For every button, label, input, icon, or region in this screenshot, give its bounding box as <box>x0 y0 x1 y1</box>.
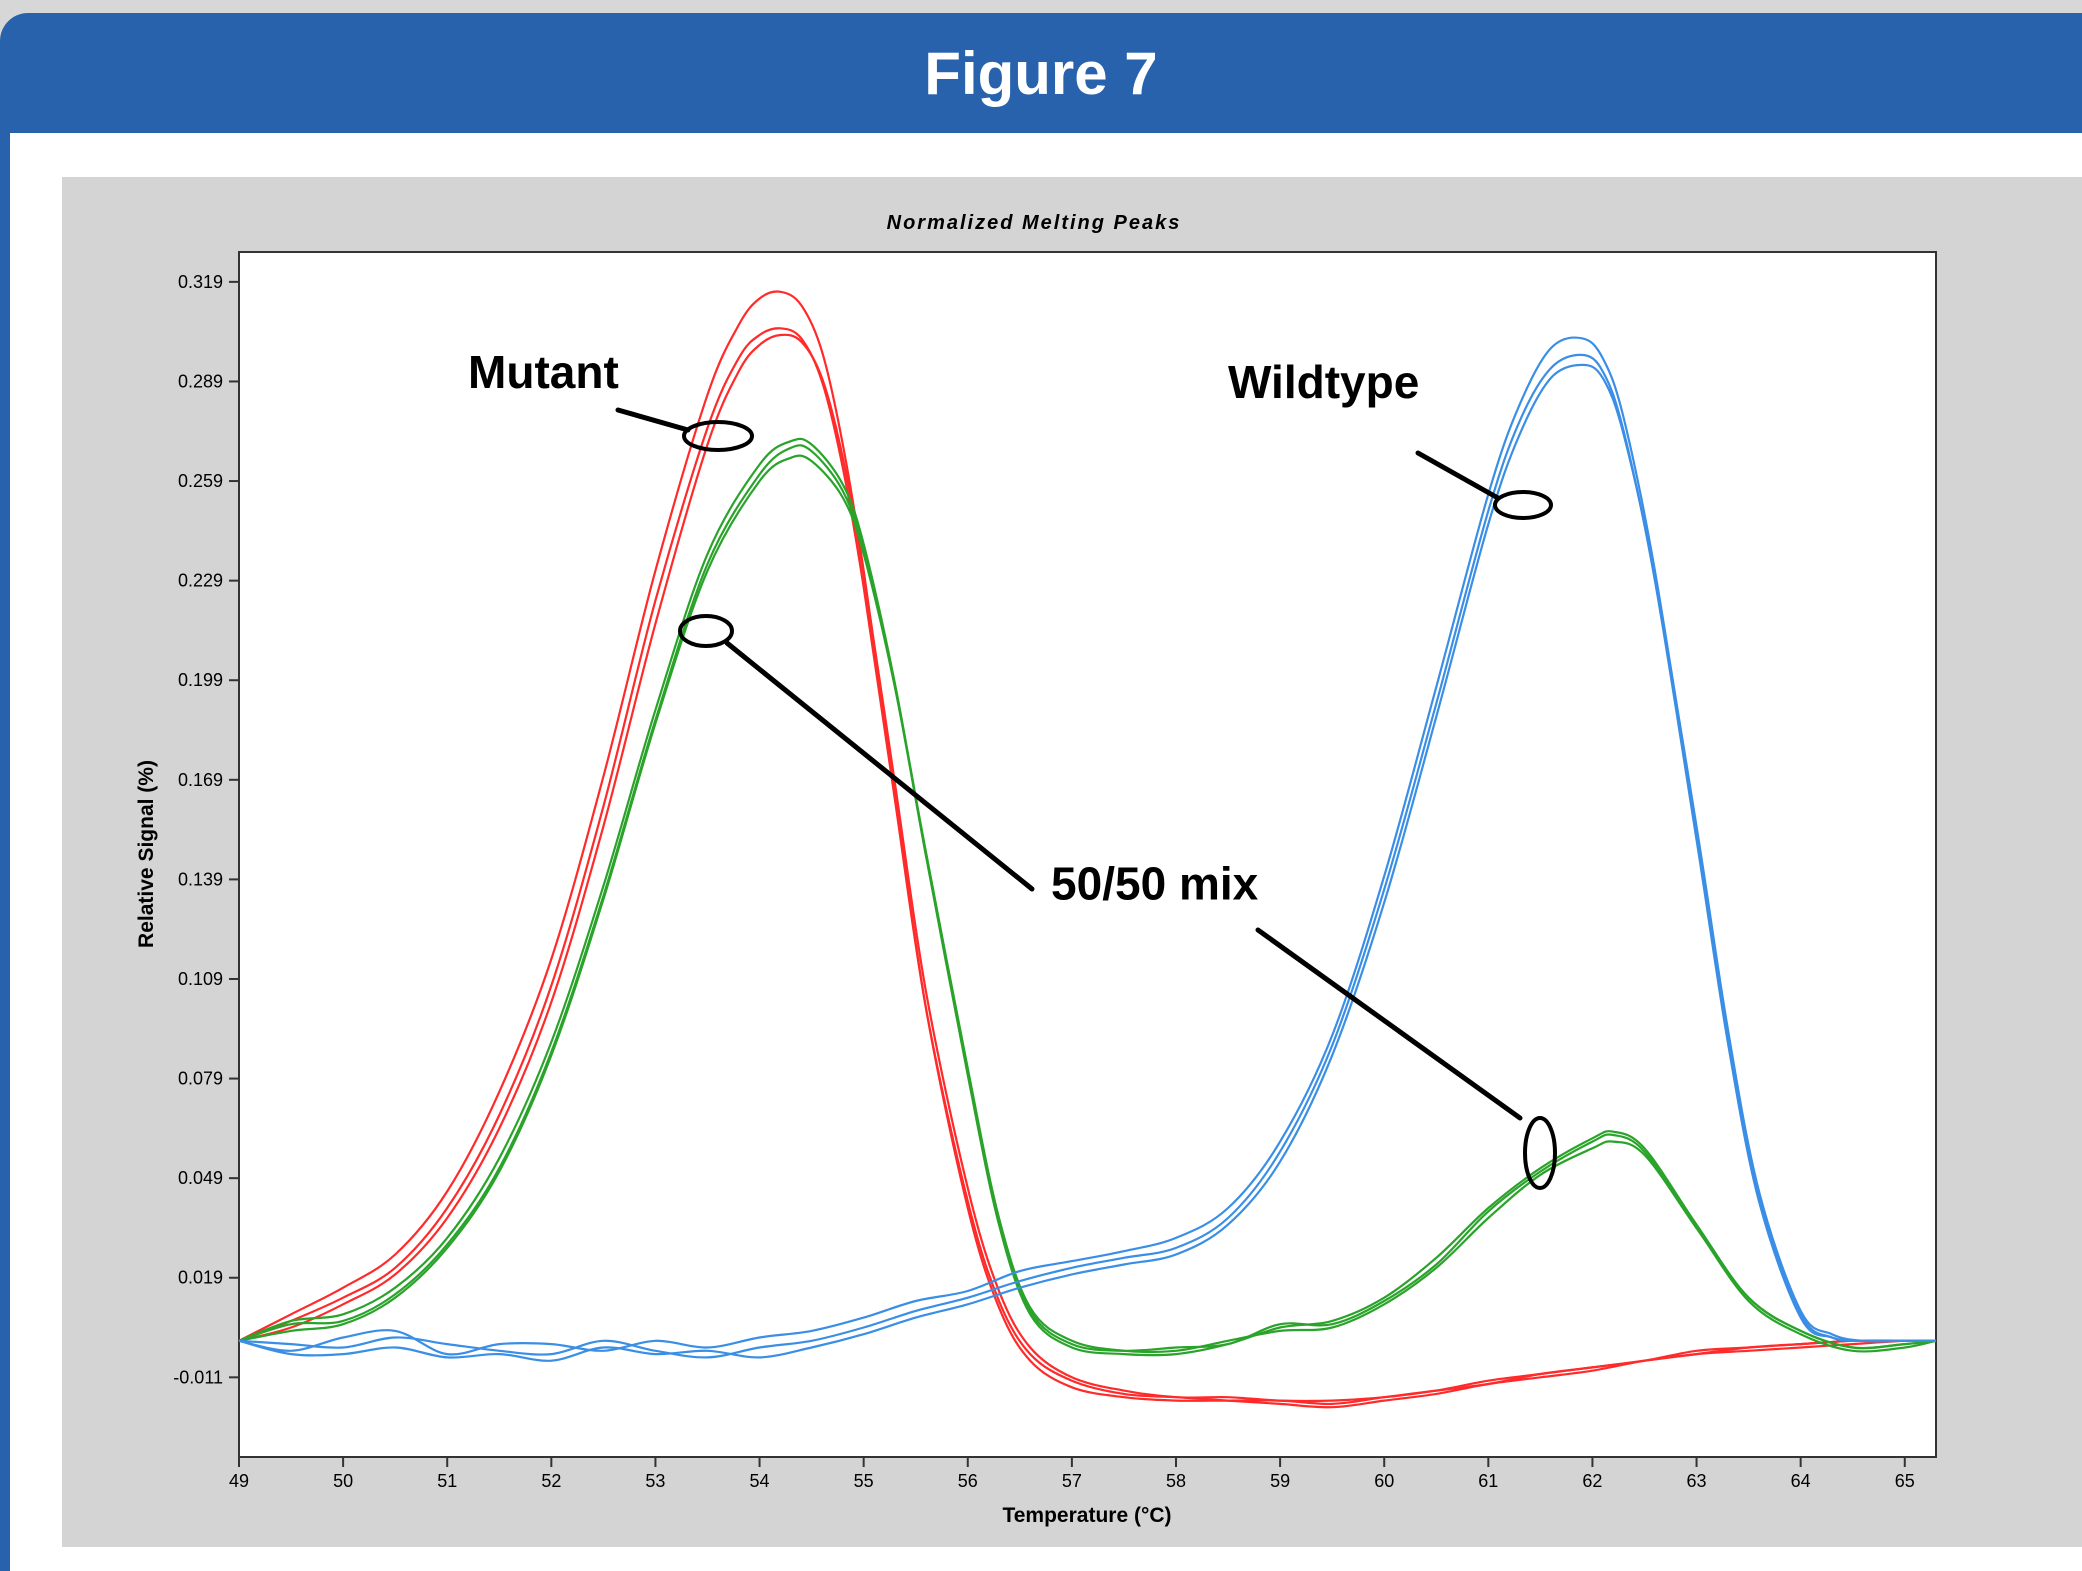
axis-ticks: 49 50 51 52 53 54 55 56 57 58 59 60 61 62 63 64 65 0.319 0… <box>173 272 1914 1491</box>
y-tick-label: 0.229 <box>178 571 223 591</box>
mix-pointer-left <box>724 640 1035 892</box>
y-tick-label: 0.019 <box>178 1268 223 1288</box>
x-tick-label: 56 <box>958 1471 978 1491</box>
x-tick-label: 50 <box>333 1471 353 1491</box>
plot-area <box>238 251 1937 1458</box>
x-tick-label: 58 <box>1166 1471 1186 1491</box>
x-tick-label: 61 <box>1478 1471 1498 1491</box>
x-tick-label: 59 <box>1270 1471 1290 1491</box>
x-tick-label: 55 <box>854 1471 874 1491</box>
x-tick-label: 60 <box>1374 1471 1394 1491</box>
annotation-wildtype: Wildtype <box>1228 356 1419 408</box>
y-tick-label: 0.199 <box>178 670 223 690</box>
y-tick-label: 0.109 <box>178 969 223 989</box>
y-tick-label: 0.139 <box>178 869 223 889</box>
wildtype-ellipse <box>1493 490 1553 520</box>
series-line-1 <box>238 327 1937 1409</box>
mutant-ellipse <box>682 420 754 452</box>
series-layer <box>238 290 1937 1409</box>
x-tick-label: 53 <box>645 1471 665 1491</box>
annotation-layer: Mutant Wildtype 50/50 mix <box>468 346 1557 1190</box>
x-tick-label: 57 <box>1062 1471 1082 1491</box>
mix-pointer-right <box>1255 927 1523 1121</box>
x-tick-label: 62 <box>1582 1471 1602 1491</box>
y-tick-label: 0.049 <box>178 1168 223 1188</box>
x-tick-label: 49 <box>229 1471 249 1491</box>
y-tick-label: 0.289 <box>178 371 223 391</box>
y-tick-label: -0.011 <box>173 1367 223 1387</box>
series-line-8 <box>238 363 1936 1362</box>
x-axis-title: Temperature (°C) <box>1002 1504 1171 1527</box>
y-tick-label: 0.259 <box>178 471 223 491</box>
y-tick-label: 0.079 <box>178 1069 223 1089</box>
x-tick-label: 52 <box>541 1471 561 1491</box>
chart-title: Normalized Melting Peaks <box>887 212 1182 234</box>
series-line-5 <box>238 444 1937 1352</box>
annotation-mutant: Mutant <box>468 346 619 398</box>
x-tick-label: 65 <box>1895 1471 1915 1491</box>
y-tick-label: 0.319 <box>178 272 223 292</box>
series-line-2 <box>238 333 1936 1403</box>
x-tick-label: 63 <box>1687 1471 1707 1491</box>
wildtype-pointer <box>1415 450 1501 501</box>
y-axis-title: Relative Signal (%) <box>135 760 158 948</box>
annotation-mix: 50/50 mix <box>1051 857 1259 909</box>
figure-title: Figure 7 <box>924 39 1158 107</box>
x-tick-label: 64 <box>1791 1471 1811 1491</box>
x-tick-label: 54 <box>750 1471 770 1491</box>
mix-ellipse-right <box>1523 1116 1557 1190</box>
mutant-pointer <box>615 407 691 433</box>
x-tick-label: 51 <box>437 1471 457 1491</box>
series-line-7 <box>238 353 1936 1359</box>
mix-ellipse-left <box>678 614 734 648</box>
y-tick-label: 0.169 <box>178 770 223 790</box>
